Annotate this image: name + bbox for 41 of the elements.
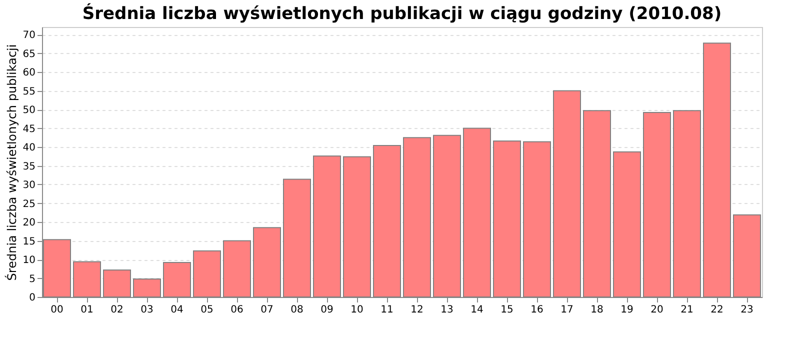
x-tick-label: 04: [170, 304, 184, 316]
x-tick-label: 10: [350, 304, 364, 316]
y-tick-label: 35: [22, 161, 36, 172]
x-tick-label: 23: [740, 304, 754, 316]
x-tick-label: 16: [530, 304, 544, 316]
x-tick-label: 18: [590, 304, 604, 316]
x-tick-label: 11: [380, 304, 394, 316]
y-tick-label: 45: [22, 124, 36, 135]
x-tick-label: 09: [320, 304, 334, 316]
y-tick-label: 55: [22, 86, 36, 98]
x-tick-label: 05: [200, 304, 214, 316]
y-tick-label: 50: [22, 105, 36, 116]
x-tick-label: 12: [410, 304, 424, 316]
x-tick-label: 17: [560, 304, 574, 316]
x-tick-label: 21: [680, 304, 694, 316]
x-tick-label: 20: [650, 304, 664, 316]
x-tick-label: 08: [290, 304, 304, 316]
x-tick-label: 03: [140, 304, 154, 316]
y-axis-title: Średnia liczba wyświetlonych publikacji: [4, 44, 19, 281]
x-tick-label: 00: [50, 304, 64, 316]
y-tick-label: 60: [22, 68, 36, 78]
y-tick-label: 25: [22, 198, 36, 210]
x-tick-label: 02: [110, 304, 124, 316]
y-tick-label: 65: [22, 48, 36, 60]
x-tick-label: 13: [440, 304, 454, 316]
y-tick-label: 5: [29, 274, 36, 285]
y-tick-label: 15: [22, 236, 36, 248]
y-tick-label: 10: [22, 255, 36, 266]
x-tick-label: 15: [500, 304, 514, 316]
x-tick-label: 07: [260, 304, 274, 316]
x-tick-label: 19: [620, 304, 634, 316]
chart-title: Średnia liczba wyświetlonych publikacji w ciągu godziny (2010.08): [82, 3, 722, 24]
y-tick-label: 70: [22, 30, 36, 41]
x-tick-label: 01: [80, 304, 94, 316]
x-tick-label: 06: [230, 304, 244, 316]
y-tick-label: 0: [29, 292, 36, 304]
y-tick-label: 40: [22, 142, 36, 154]
y-tick-label: 20: [22, 218, 36, 228]
x-tick-label: 22: [710, 304, 724, 316]
y-tick-label: 30: [22, 180, 36, 191]
x-tick-label: 14: [470, 304, 484, 316]
